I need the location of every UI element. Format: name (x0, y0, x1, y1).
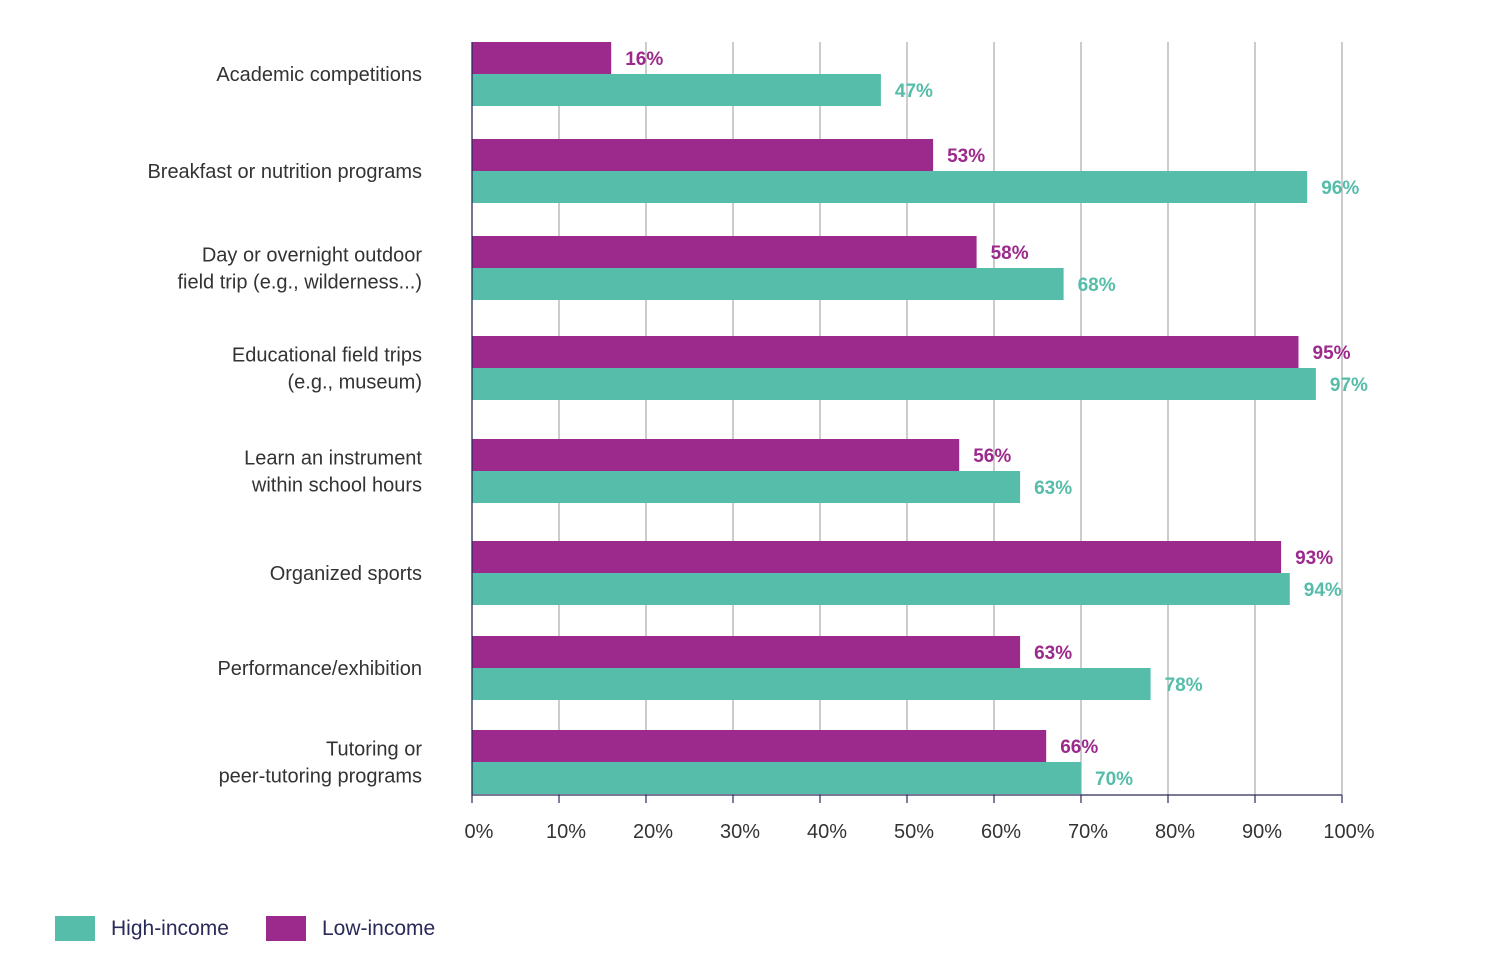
category-label: field trip (e.g., wilderness...) (177, 272, 422, 294)
x-tick-label: 60% (981, 821, 1021, 843)
value-label-low-income: 93% (1295, 548, 1333, 569)
bar-low-income (472, 336, 1299, 368)
bar-high-income (472, 74, 881, 106)
bar-high-income (472, 471, 1021, 503)
x-tick-label: 50% (894, 821, 934, 843)
category-labels: Academic competitions Breakfast or nutrit… (147, 64, 422, 788)
legend-swatch (266, 916, 306, 941)
category-label: peer-tutoring programs (219, 766, 422, 788)
value-label-high-income: 94% (1304, 580, 1342, 601)
bar-low-income (472, 439, 960, 471)
bar-high-income (472, 171, 1308, 203)
bar-high-income (472, 268, 1064, 300)
category-label: (e.g., museum) (288, 372, 422, 394)
x-tick-label: 80% (1155, 821, 1195, 843)
legend: High-income Low-income (55, 916, 435, 941)
category-label: Organized sports (270, 563, 422, 585)
category-label: Breakfast or nutrition programs (147, 161, 422, 183)
value-label-high-income: 70% (1095, 769, 1133, 790)
bar-low-income (472, 730, 1047, 762)
x-tick-label: 70% (1068, 821, 1108, 843)
category-label: Performance/exhibition (217, 658, 422, 680)
category-label: Day or overnight outdoor (202, 245, 422, 267)
value-label-low-income: 53% (947, 146, 985, 167)
value-label-high-income: 78% (1165, 675, 1203, 696)
category-label: within school hours (251, 475, 422, 497)
value-labels: 16% 53% 58% 95% 56% 93% 63% 66% 47% 96% 68% 97% 63% 9… (625, 49, 1368, 790)
value-label-low-income: 95% (1313, 343, 1351, 364)
x-tick-label: 30% (720, 821, 760, 843)
legend-label: High-income (111, 917, 229, 940)
value-label-high-income: 47% (895, 81, 933, 102)
x-tick-label: 0% (465, 821, 494, 843)
x-tick-label: 90% (1242, 821, 1282, 843)
value-label-high-income: 63% (1034, 478, 1072, 499)
value-label-low-income: 16% (625, 49, 663, 70)
bar-low-income (472, 139, 934, 171)
value-label-high-income: 68% (1078, 275, 1116, 296)
category-label: Educational field trips (232, 345, 422, 367)
category-label: Academic competitions (216, 64, 422, 86)
legend-swatch (55, 916, 95, 941)
x-tick-labels: 0% 10% 20% 30% 40% 50% 60% 70% 80% 90% 100% (465, 821, 1375, 843)
bar-low-income (472, 636, 1021, 668)
bar-low-income (472, 236, 977, 268)
x-tick-label: 40% (807, 821, 847, 843)
value-label-low-income: 56% (973, 446, 1011, 467)
x-tick-label: 20% (633, 821, 673, 843)
x-tick-label: 10% (546, 821, 586, 843)
legend-label: Low-income (322, 917, 435, 940)
value-label-low-income: 58% (991, 243, 1029, 264)
bar-high-income (472, 368, 1316, 400)
bar-low-income (472, 42, 612, 74)
bar-high-income (472, 668, 1151, 700)
category-label: Tutoring or (326, 739, 422, 761)
x-tick-label: 100% (1323, 821, 1374, 843)
axes (471, 42, 1343, 803)
category-label: Learn an instrument (244, 448, 422, 470)
value-label-high-income: 97% (1330, 375, 1368, 396)
value-label-low-income: 63% (1034, 643, 1072, 664)
bar-high-income (472, 762, 1081, 794)
bars (472, 42, 1316, 794)
value-label-low-income: 66% (1060, 737, 1098, 758)
bar-high-income (472, 573, 1290, 605)
value-label-high-income: 96% (1321, 178, 1359, 199)
bar-low-income (472, 541, 1282, 573)
